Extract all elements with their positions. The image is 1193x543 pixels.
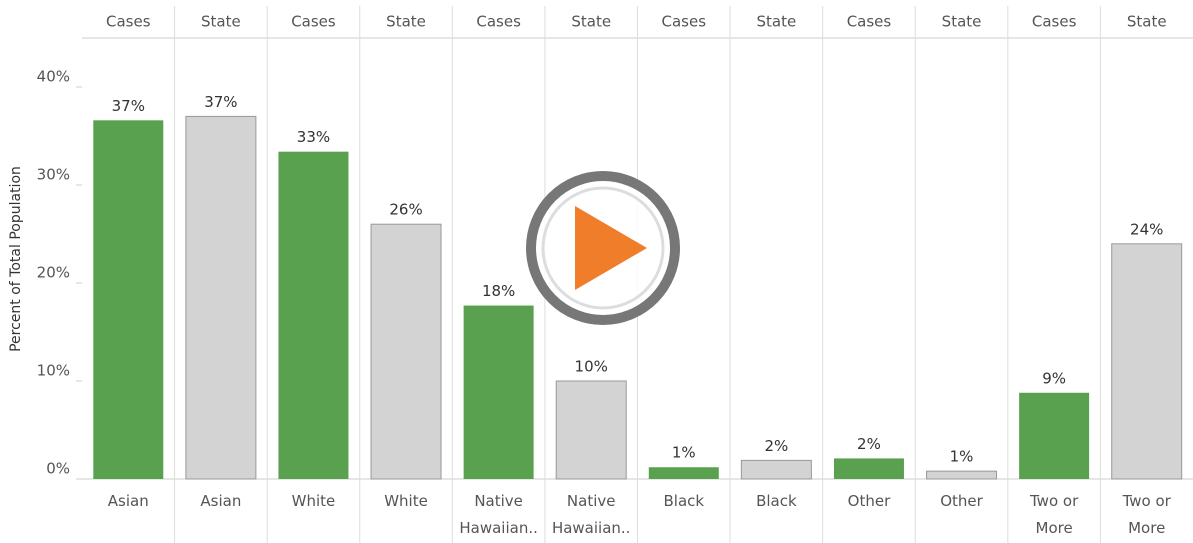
y-tick-label: 0% [46, 460, 70, 478]
column-header: Cases [476, 13, 521, 31]
bar [463, 305, 534, 479]
column-header: Cases [106, 13, 151, 31]
bar [555, 380, 627, 480]
x-tick-label: Two or More [1122, 492, 1171, 537]
column-header: Cases [291, 13, 336, 31]
x-tick-label: White [291, 492, 336, 510]
x-tick-label: Native Hawaiian.. [551, 492, 631, 537]
x-tick-label: Native Hawaiian.. [459, 492, 538, 537]
value-label: 26% [389, 201, 422, 219]
column-header: State [571, 13, 611, 31]
value-label: 2% [857, 435, 881, 453]
x-tick-label: Black [756, 492, 797, 510]
y-axis-label: Percent of Total Population [8, 166, 24, 352]
bar [93, 120, 164, 479]
bar [833, 458, 904, 479]
bar [278, 151, 349, 479]
play-button[interactable] [523, 168, 683, 328]
y-tick-label: 40% [37, 68, 70, 86]
value-label: 37% [112, 97, 145, 115]
column-header: State [757, 13, 797, 31]
value-label: 18% [482, 282, 515, 300]
x-tick-label: Asian [200, 492, 242, 510]
x-tick-label: Other [847, 492, 891, 510]
x-tick-label: Black [663, 492, 705, 510]
column-header: Cases [847, 13, 892, 31]
column-header: Cases [662, 13, 707, 31]
bar [185, 115, 257, 480]
bar [1019, 392, 1090, 479]
value-label: 1% [950, 448, 974, 466]
bar [370, 223, 442, 480]
bar [648, 467, 719, 479]
x-tick-label: Two or More [1030, 492, 1079, 537]
x-tick-label: Asian [107, 492, 149, 510]
bar [740, 459, 812, 480]
x-tick-label: White [384, 492, 428, 510]
value-label: 24% [1130, 220, 1163, 238]
column-header: Cases [1032, 13, 1077, 31]
value-label: 37% [204, 93, 237, 111]
y-tick-label: 30% [37, 166, 70, 184]
x-tick-label: Other [940, 492, 983, 510]
column-header: State [201, 13, 241, 31]
column-header: State [1127, 13, 1167, 31]
bar [1111, 243, 1183, 480]
value-label: 1% [672, 444, 696, 462]
column-header: State [386, 13, 426, 31]
bar [926, 470, 998, 480]
y-tick-label: 10% [37, 362, 70, 380]
value-label: 2% [764, 437, 788, 455]
value-label: 9% [1042, 369, 1066, 387]
value-label: 10% [575, 358, 608, 376]
column-header: State [942, 13, 982, 31]
y-tick-label: 20% [37, 264, 70, 282]
value-label: 33% [297, 128, 330, 146]
